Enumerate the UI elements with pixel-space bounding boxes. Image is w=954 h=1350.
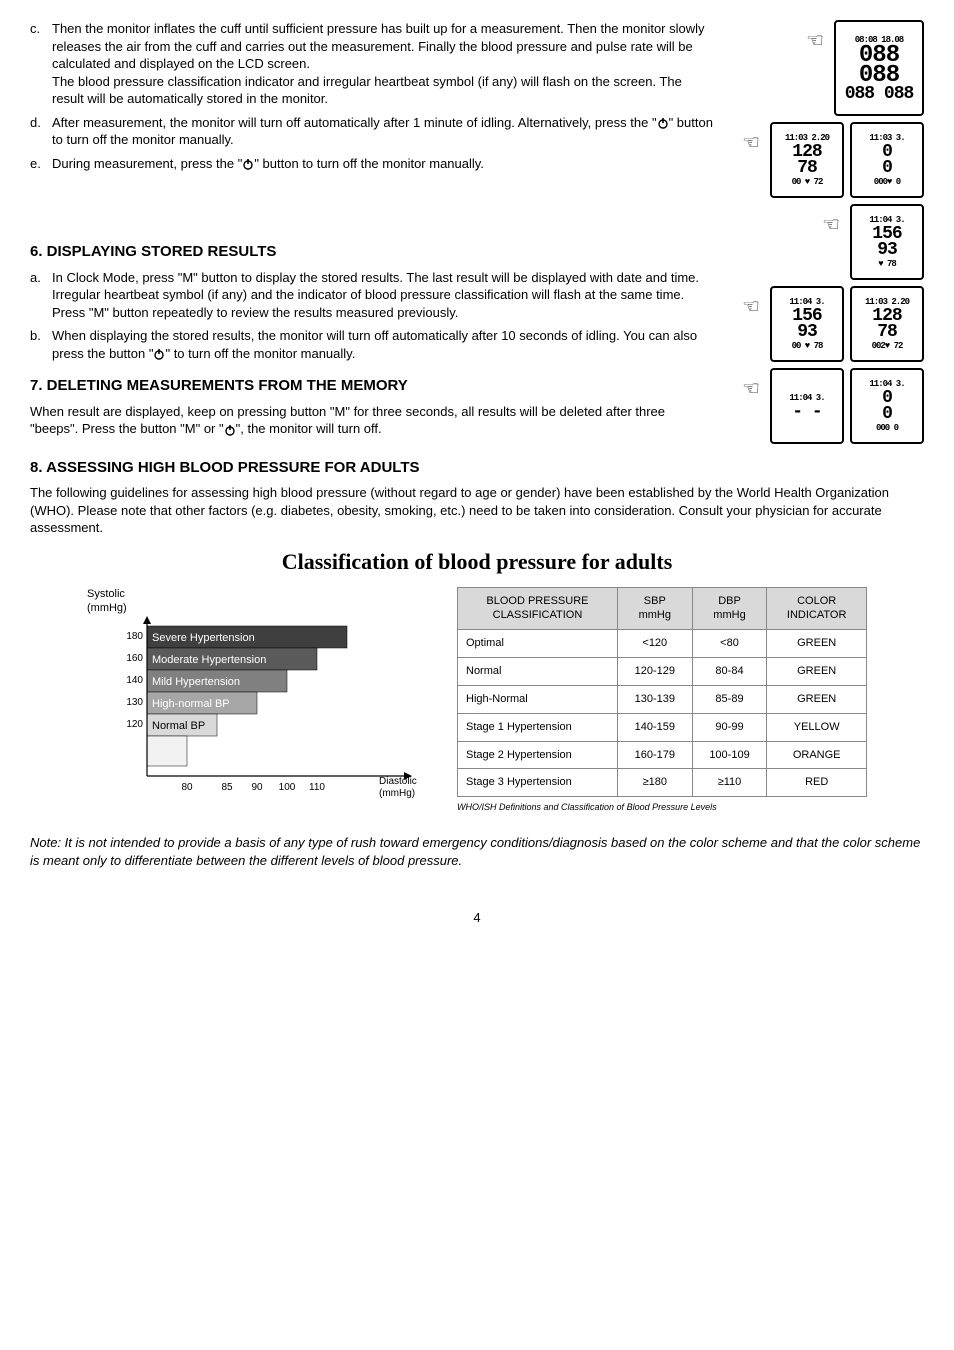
table-cell: RED [767,769,867,797]
section7-title: 7. DELETING MEASUREMENTS FROM THE MEMORY [30,376,714,396]
table-cell: Stage 1 Hypertension [458,713,618,741]
svg-text:Diastolic: Diastolic [379,776,417,787]
svg-text:90: 90 [251,782,263,793]
page-number: 4 [30,909,924,927]
table-cell: GREEN [767,630,867,658]
svg-text:(mmHg): (mmHg) [379,788,415,799]
list-content: During measurement, press the "" button … [52,155,714,173]
lcd-small: 11:04 3. 156 93 00 ♥ 78 [770,286,844,362]
text-column: c.Then the monitor inflates the cuff unt… [30,20,714,444]
table-cell: Stage 2 Hypertension [458,741,618,769]
table-cell: 160-179 [617,741,692,769]
table-cell: GREEN [767,658,867,686]
table-header-row: BLOOD PRESSURECLASSIFICATIONSBPmmHgDBPmm… [458,587,867,630]
table-header: DBPmmHg [692,587,767,630]
svg-text:High-normal BP: High-normal BP [152,698,230,710]
table-cell: Optimal [458,630,618,658]
finger-icon: ☞ [742,294,760,321]
lcd-small: 11:03 2.20 128 78 002♥ 72 [850,286,924,362]
list-content: When displaying the stored results, the … [52,327,714,362]
svg-text:130: 130 [126,697,143,708]
svg-text:180: 180 [126,631,143,642]
bp-chart: Severe Hypertension Moderate Hypertension… [117,616,407,816]
svg-text:Mild Hypertension: Mild Hypertension [152,676,240,688]
table-cell: 90-99 [692,713,767,741]
finger-icon: ☞ [822,212,840,239]
svg-text:Severe Hypertension: Severe Hypertension [152,632,255,644]
svg-text:85: 85 [221,782,233,793]
list-content: In Clock Mode, press "M" button to displ… [52,269,714,322]
table-row: Stage 2 Hypertension160-179100-109ORANGE [458,741,867,769]
lcd-small: 11:04 3. 156 93 ♥ 78 [850,204,924,280]
table-header: COLORINDICATOR [767,587,867,630]
lcd-small: 11:03 2.20 128 78 00 ♥ 72 [770,122,844,198]
top-section: c.Then the monitor inflates the cuff unt… [30,20,924,444]
list-marker: a. [30,269,52,322]
table-cell: 85-89 [692,685,767,713]
finger-icon: ☞ [742,376,760,403]
table-cell: Stage 3 Hypertension [458,769,618,797]
table-cell: 140-159 [617,713,692,741]
section8-text: The following guidelines for assessing h… [30,484,924,537]
finger-icon: ☞ [742,130,760,157]
svg-text:110: 110 [309,782,325,793]
svg-text:120: 120 [126,719,143,730]
table-cell: GREEN [767,685,867,713]
section6-list: a.In Clock Mode, press "M" button to dis… [30,269,714,363]
table-row: Stage 1 Hypertension140-15990-99YELLOW [458,713,867,741]
table-cell: 120-129 [617,658,692,686]
list-marker: b. [30,327,52,362]
table-row: Stage 3 Hypertension≥180≥110RED [458,769,867,797]
bp-table: BLOOD PRESSURECLASSIFICATIONSBPmmHgDBPmm… [457,587,867,798]
svg-text:Moderate Hypertension: Moderate Hypertension [152,654,266,666]
intro-list: c.Then the monitor inflates the cuff unt… [30,20,714,172]
table-row: High-Normal130-13985-89GREEN [458,685,867,713]
lcd-main: 08:08 18.08 088 088 088 088 [834,20,924,116]
list-content: Then the monitor inflates the cuff until… [52,20,714,108]
y-axis-label: Systolic (mmHg) [87,587,427,617]
table-footnote: WHO/ISH Definitions and Classification o… [457,801,867,813]
svg-text:160: 160 [126,653,143,664]
chart-main-title: Classification of blood pressure for adu… [30,547,924,577]
table-wrap: BLOOD PRESSURECLASSIFICATIONSBPmmHgDBPmm… [457,587,867,817]
table-row: Normal120-12980-84GREEN [458,658,867,686]
svg-text:80: 80 [181,782,193,793]
chart-table-row: Systolic (mmHg) Severe Hypertension Moder… [30,587,924,817]
table-cell: <80 [692,630,767,658]
table-cell: High-Normal [458,685,618,713]
lcd-column: ☞ 08:08 18.08 088 088 088 088 ☞ 11:03 2.… [734,20,924,444]
section6-title: 6. DISPLAYING STORED RESULTS [30,242,714,262]
list-marker: c. [30,20,52,108]
table-cell: ≥110 [692,769,767,797]
section8-title: 8. ASSESSING HIGH BLOOD PRESSURE FOR ADU… [30,458,924,478]
section7-text: When result are displayed, keep on press… [30,403,714,438]
table-cell: 130-139 [617,685,692,713]
svg-text:Normal BP: Normal BP [152,720,205,732]
table-cell: Normal [458,658,618,686]
table-row: Optimal<120<80GREEN [458,630,867,658]
list-marker: d. [30,114,52,149]
chart-wrap: Systolic (mmHg) Severe Hypertension Moder… [87,587,427,817]
table-cell: ORANGE [767,741,867,769]
svg-text:140: 140 [126,675,143,686]
lcd-small: 11:03 3. 0 0 000♥ 0 [850,122,924,198]
table-cell: 80-84 [692,658,767,686]
table-cell: 100-109 [692,741,767,769]
note-text: Note: It is not intended to provide a ba… [30,834,924,869]
table-header: SBPmmHg [617,587,692,630]
table-header: BLOOD PRESSURECLASSIFICATION [458,587,618,630]
table-cell: ≥180 [617,769,692,797]
table-cell: <120 [617,630,692,658]
list-marker: e. [30,155,52,173]
list-content: After measurement, the monitor will turn… [52,114,714,149]
lcd-small: 11:04 3. - - [770,368,844,444]
table-cell: YELLOW [767,713,867,741]
lcd-small: 11:04 3. 0 0 000 0 [850,368,924,444]
finger-icon: ☞ [806,28,824,55]
svg-text:100: 100 [279,782,296,793]
